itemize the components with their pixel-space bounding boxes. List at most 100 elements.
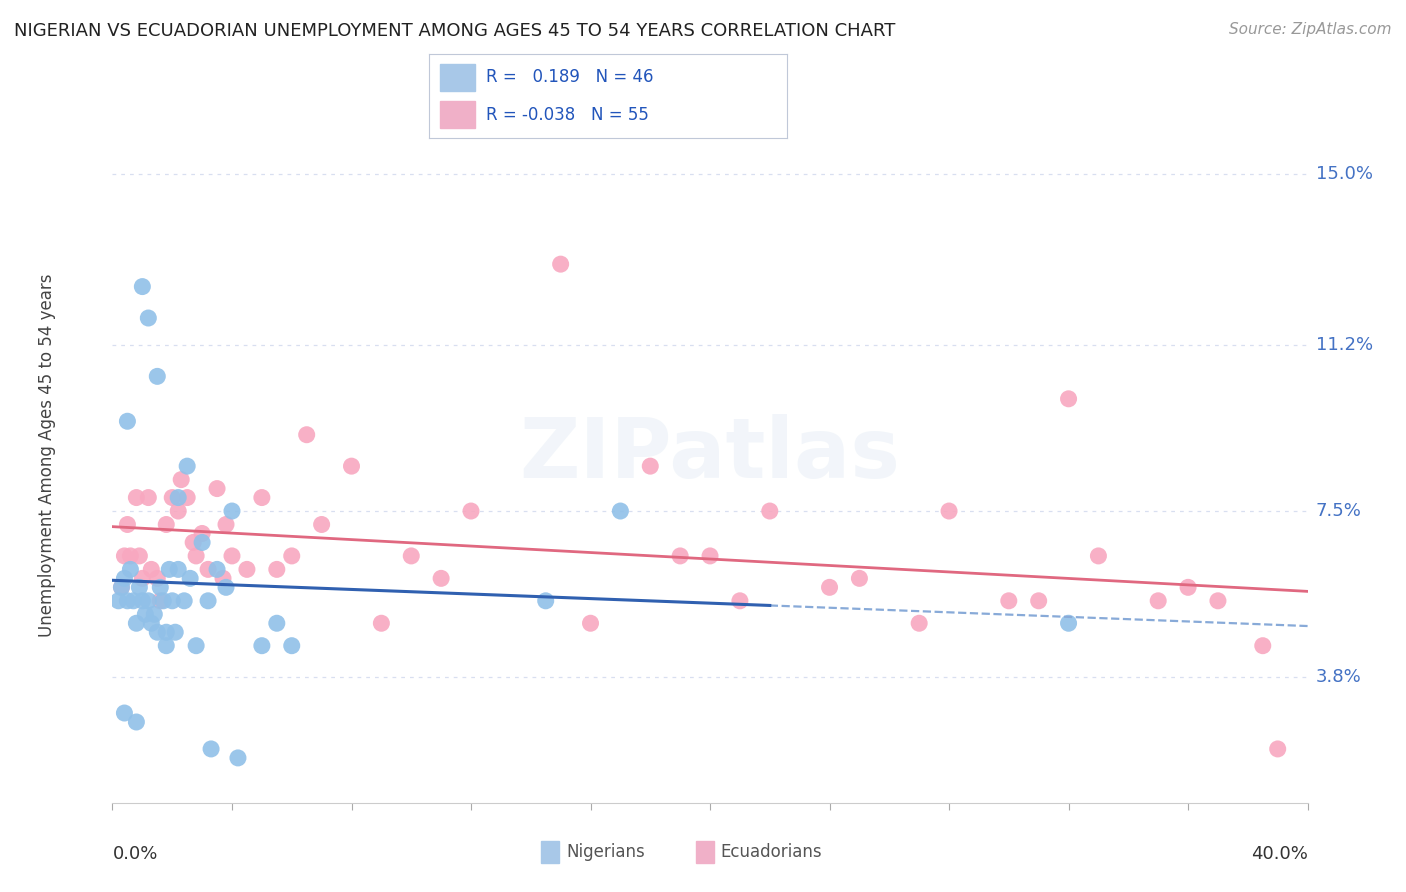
Point [149,594,172,608]
Point [131,571,153,585]
Point [110,580,132,594]
Text: ZIPatlas: ZIPatlas [520,415,900,495]
Point [155,639,177,653]
Point [226,751,249,765]
Point [550,257,572,271]
Point [146,625,169,640]
Point [162,594,183,608]
Point [759,504,782,518]
Point [128,580,150,594]
Point [609,504,631,518]
Point [938,504,960,518]
Point [311,517,333,532]
Point [221,504,243,518]
Text: Source: ZipAtlas.com: Source: ZipAtlas.com [1229,22,1392,37]
Point [138,594,160,608]
Point [152,594,174,608]
Point [1267,742,1289,756]
Point [281,549,304,563]
Point [186,639,208,653]
Text: R =   0.189   N = 46: R = 0.189 N = 46 [486,68,654,86]
Text: NIGERIAN VS ECUADORIAN UNEMPLOYMENT AMONG AGES 45 TO 54 YEARS CORRELATION CHART: NIGERIAN VS ECUADORIAN UNEMPLOYMENT AMON… [14,22,896,40]
Point [155,625,177,640]
Point [205,562,228,576]
Point [669,549,692,563]
Point [167,562,190,576]
Point [131,279,153,293]
Point [191,535,214,549]
Point [401,549,423,563]
Point [128,549,150,563]
Text: Ecuadorians: Ecuadorians [721,843,823,862]
Point [236,562,259,576]
Point [205,482,228,496]
Point [125,491,148,505]
Point [1057,392,1080,406]
Text: 7.5%: 7.5% [1316,502,1362,520]
Point [179,571,201,585]
Point [1206,594,1229,608]
Bar [440,101,475,128]
Point [114,706,135,720]
Point [141,562,163,576]
Point [131,594,153,608]
Point [215,517,238,532]
Point [848,571,870,585]
Point [134,607,156,622]
Point [186,549,208,563]
Point [157,562,180,576]
Point [120,549,142,563]
Point [138,311,160,326]
Point [1028,594,1050,608]
Text: 0.0%: 0.0% [112,845,157,863]
Point [117,594,139,608]
Point [460,504,482,518]
Text: 3.8%: 3.8% [1316,668,1361,686]
Point [1251,639,1274,653]
Point [1147,594,1170,608]
Point [141,616,163,631]
Point [221,549,243,563]
Point [191,526,214,541]
Point [162,491,183,505]
Bar [440,63,475,91]
Point [167,491,190,505]
Point [173,594,195,608]
Point [149,580,172,594]
Point [197,594,219,608]
Point [340,459,363,474]
Point [200,742,222,756]
Point [117,517,139,532]
Point [534,594,557,608]
Point [138,491,160,505]
Point [110,580,132,594]
Text: 15.0%: 15.0% [1316,165,1372,184]
Point [176,491,198,505]
Point [120,562,142,576]
Point [370,616,392,631]
Point [114,571,135,585]
Point [1057,616,1080,631]
Point [117,414,139,428]
Point [122,594,145,608]
Point [266,616,288,631]
Point [165,625,187,640]
Point [167,504,190,518]
Point [818,580,841,594]
Point [181,535,204,549]
Text: R = -0.038   N = 55: R = -0.038 N = 55 [486,106,650,124]
Point [170,473,193,487]
Point [1087,549,1109,563]
Point [176,459,198,474]
Point [215,580,238,594]
Point [579,616,602,631]
Text: Nigerians: Nigerians [567,843,645,862]
Point [146,369,169,384]
Point [295,427,318,442]
Point [107,594,129,608]
Point [699,549,721,563]
Point [125,714,148,729]
Point [143,607,166,622]
Point [728,594,751,608]
Point [430,571,453,585]
